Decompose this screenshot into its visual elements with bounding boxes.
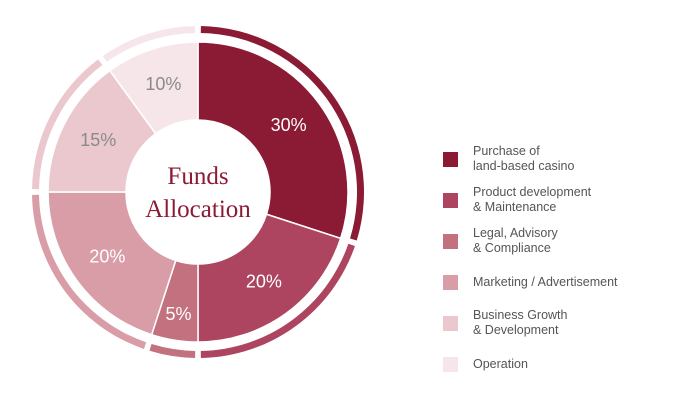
pie-slice — [197, 41, 349, 240]
chart-title: Funds Allocation — [145, 163, 251, 223]
legend-label: Legal, Advisory & Compliance — [473, 226, 558, 255]
legend-item: Marketing / Advertisement — [443, 266, 683, 298]
value-label: 30% — [271, 115, 307, 135]
legend-item: Business Growth & Development — [443, 307, 683, 339]
legend-swatch — [443, 233, 458, 249]
legend-swatch — [443, 192, 458, 208]
legend: Purchase of land-based casino Product dev… — [443, 143, 683, 389]
legend-item: Operation — [443, 348, 683, 380]
legend-label: Purchase of land-based casino — [473, 144, 575, 173]
legend-swatch — [443, 356, 458, 372]
value-label: 20% — [89, 247, 125, 267]
outer-ring-arc — [149, 344, 196, 358]
legend-label: Operation — [473, 356, 528, 371]
legend-label: Product development & Maintenance — [473, 185, 592, 214]
legend-swatch — [443, 274, 458, 290]
value-label: 10% — [145, 74, 181, 94]
outer-ring-arc — [32, 59, 103, 190]
legend-label: Marketing / Advertisement — [473, 274, 618, 289]
value-label: 15% — [80, 130, 116, 150]
legend-swatch — [443, 151, 458, 167]
value-label: 5% — [165, 304, 191, 324]
outer-ring-arc — [32, 194, 147, 349]
pie-slice — [197, 213, 342, 343]
pie-slice — [47, 191, 177, 336]
legend-swatch — [443, 315, 458, 331]
pie-slice — [108, 41, 199, 135]
legend-item: Product development & Maintenance — [443, 184, 683, 216]
legend-item: Legal, Advisory & Compliance — [443, 225, 683, 257]
outer-ring-arc — [102, 26, 196, 62]
outer-ring-arc — [200, 243, 355, 358]
value-label: 20% — [246, 271, 282, 291]
legend-label: Business Growth & Development — [473, 308, 568, 337]
legend-item: Purchase of land-based casino — [443, 143, 683, 175]
